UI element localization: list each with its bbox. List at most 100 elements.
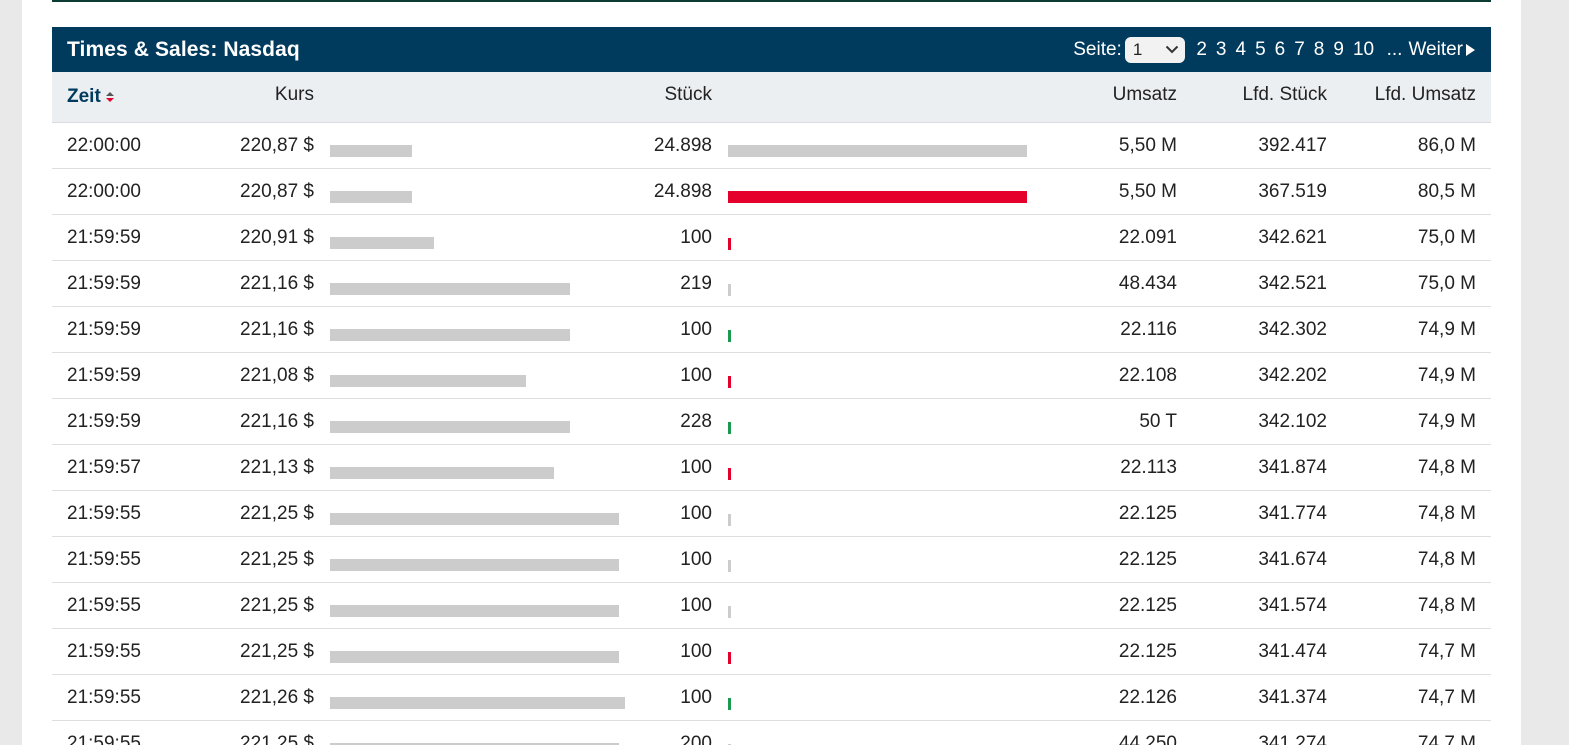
volume-bar <box>728 468 731 480</box>
cell-stueck: 100 <box>680 365 712 386</box>
cell-lfd-stueck: 392.417 <box>1258 135 1327 156</box>
cell-zeit: 21:59:55 <box>67 687 141 708</box>
cell-lfd-umsatz: 74,9 M <box>1417 319 1476 340</box>
price-bar <box>330 559 620 571</box>
page-link[interactable]: 2 <box>1196 38 1207 60</box>
column-header-kurs: Kurs <box>274 84 314 105</box>
price-bar <box>330 283 570 295</box>
volume-bar <box>728 560 731 572</box>
column-header-zeit[interactable]: Zeit <box>67 86 115 108</box>
cell-zeit: 21:59:55 <box>67 733 141 745</box>
table-row: 21:59:55 221,25 $ 100 22.125 341.674 74,8 M <box>52 537 1491 583</box>
cell-stueck: 228 <box>680 411 712 432</box>
page-link[interactable]: 6 <box>1274 38 1286 60</box>
volume-bar <box>728 514 731 526</box>
table-row: 22:00:00 220,87 $ 24.898 5,50 M 392.417 86,0 … <box>52 123 1491 169</box>
cell-lfd-umsatz: 80,5 M <box>1417 181 1476 202</box>
cell-lfd-umsatz: 74,7 M <box>1417 733 1476 745</box>
table-row: 21:59:55 221,25 $ 200 44.250 341.274 74,7 M <box>52 721 1491 745</box>
price-bar <box>330 651 620 663</box>
cell-lfd-stueck: 342.521 <box>1258 273 1327 294</box>
cell-zeit: 22:00:00 <box>67 181 141 202</box>
cell-lfd-umsatz: 74,8 M <box>1417 503 1476 524</box>
cell-lfd-stueck: 342.102 <box>1258 411 1327 432</box>
page-link[interactable]: 5 <box>1255 38 1266 60</box>
table-row: 21:59:55 221,26 $ 100 22.126 341.374 74,7 M <box>52 675 1491 721</box>
cell-lfd-umsatz: 74,8 M <box>1417 457 1476 478</box>
cell-kurs: 221,08 $ <box>240 365 314 386</box>
table-row: 21:59:59 220,91 $ 100 22.091 342.621 75,0 M <box>52 215 1491 261</box>
page-link[interactable]: 4 <box>1235 38 1247 60</box>
cell-zeit: 22:00:00 <box>67 135 141 156</box>
cell-stueck: 100 <box>680 595 712 616</box>
price-bar <box>330 237 434 249</box>
cell-lfd-umsatz: 74,8 M <box>1417 595 1476 616</box>
table-row: 22:00:00 220,87 $ 24.898 5,50 M 367.519 80,5 … <box>52 169 1491 215</box>
cell-stueck: 24.898 <box>653 181 712 202</box>
cell-umsatz: 48.434 <box>1118 273 1177 294</box>
volume-bar <box>728 652 731 664</box>
cell-lfd-stueck: 342.302 <box>1258 319 1327 340</box>
volume-bar <box>728 606 731 618</box>
cell-lfd-stueck: 341.274 <box>1258 733 1327 745</box>
table-header: Zeit Kurs Stück Umsatz Lfd. Stück Lfd. U… <box>52 72 1491 123</box>
volume-bar <box>728 330 731 342</box>
price-bar <box>330 513 620 525</box>
page-links: 2 3 4 5 6 7 8 9 10 <box>1192 39 1379 61</box>
page-link[interactable]: 10 <box>1352 38 1375 60</box>
caret-right-icon <box>1466 43 1475 56</box>
cell-zeit: 21:59:59 <box>67 227 141 248</box>
cell-stueck: 100 <box>680 549 712 570</box>
cell-umsatz: 22.125 <box>1118 641 1177 662</box>
column-header-lfd-stueck: Lfd. Stück <box>1242 84 1328 105</box>
cell-kurs: 220,91 $ <box>240 227 314 248</box>
sort-icon <box>105 91 114 102</box>
next-page-button[interactable]: Weiter <box>1408 39 1475 61</box>
cell-zeit: 21:59:55 <box>67 503 141 524</box>
cell-stueck: 200 <box>680 733 712 745</box>
page-link[interactable]: 8 <box>1313 38 1325 60</box>
cell-stueck: 24.898 <box>653 135 712 156</box>
cell-umsatz: 22.125 <box>1118 595 1177 616</box>
column-header-stueck: Stück <box>664 84 712 105</box>
price-bar <box>330 421 570 433</box>
table-row: 21:59:57 221,13 $ 100 22.113 341.874 74,8 M <box>52 445 1491 491</box>
page-link[interactable]: 3 <box>1215 38 1227 60</box>
page-select[interactable]: 1 <box>1124 36 1185 63</box>
cell-stueck: 100 <box>680 227 712 248</box>
cell-stueck: 219 <box>680 273 712 294</box>
cell-kurs: 220,87 $ <box>240 135 314 156</box>
cell-lfd-umsatz: 75,0 M <box>1417 227 1476 248</box>
cell-kurs: 221,16 $ <box>240 319 314 340</box>
cell-zeit: 21:59:55 <box>67 549 141 570</box>
trades-table-body: 22:00:00 220,87 $ 24.898 5,50 M 392.417 86,0 … <box>52 123 1491 745</box>
cell-lfd-umsatz: 74,7 M <box>1417 687 1476 708</box>
price-bar <box>330 743 620 745</box>
cell-zeit: 21:59:55 <box>67 595 141 616</box>
price-bar <box>330 145 412 157</box>
volume-bar <box>728 376 731 388</box>
cell-kurs: 221,25 $ <box>240 549 314 570</box>
column-header-lfd-umsatz: Lfd. Umsatz <box>1374 84 1476 105</box>
price-bar <box>330 697 625 709</box>
cell-lfd-umsatz: 74,8 M <box>1417 549 1476 570</box>
cell-lfd-stueck: 367.519 <box>1258 181 1327 202</box>
cell-umsatz: 22.126 <box>1118 687 1177 708</box>
cell-umsatz: 22.116 <box>1120 319 1177 340</box>
cell-umsatz: 5,50 M <box>1118 135 1177 156</box>
cell-umsatz: 50 T <box>1139 411 1177 432</box>
cell-umsatz: 22.091 <box>1118 227 1177 248</box>
page-link[interactable]: 7 <box>1294 38 1305 60</box>
table-row: 21:59:55 221,25 $ 100 22.125 341.474 74,7 M <box>52 629 1491 675</box>
cell-lfd-stueck: 342.202 <box>1258 365 1327 386</box>
cell-kurs: 221,16 $ <box>240 411 314 432</box>
cell-kurs: 221,25 $ <box>240 595 314 616</box>
cell-stueck: 100 <box>680 687 712 708</box>
cell-kurs: 221,25 $ <box>240 641 314 662</box>
cell-kurs: 221,16 $ <box>240 273 314 294</box>
page-link[interactable]: 9 <box>1333 38 1344 60</box>
cell-umsatz: 22.125 <box>1118 549 1177 570</box>
cell-lfd-stueck: 341.574 <box>1258 595 1327 616</box>
